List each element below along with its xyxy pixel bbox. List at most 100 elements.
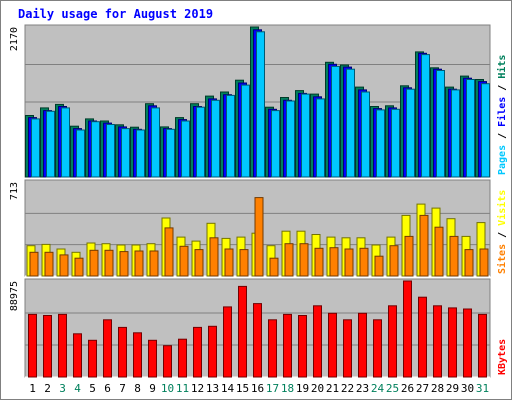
bar-sites-day-29 (449, 235, 459, 277)
bar-pages-day-30 (466, 79, 475, 178)
day-label: 6 (104, 382, 111, 395)
bar-pages-day-22 (346, 68, 355, 178)
bar-pages-day-24 (376, 109, 385, 178)
bar-kbytes-day-14 (223, 306, 232, 378)
bar-kbytes-day-21 (328, 312, 337, 378)
axis-max-label: 713 (9, 182, 20, 200)
bar-pages-day-29 (451, 89, 460, 178)
bar-sites-day-22 (344, 248, 354, 277)
legend-item-hits: Hits (496, 55, 508, 79)
axis-max-label: 2170 (9, 27, 20, 51)
bar-sites-day-8 (134, 250, 144, 277)
day-label: 26 (401, 382, 414, 395)
bar-pages-day-17 (271, 110, 280, 178)
bar-pages-day-31 (481, 83, 490, 178)
bar-kbytes-day-10 (163, 345, 172, 378)
day-label: 31 (476, 382, 489, 395)
bar-kbytes-day-11 (178, 338, 187, 378)
bar-pages-day-28 (436, 70, 445, 178)
day-label: 22 (341, 382, 354, 395)
bar-pages-day-21 (331, 65, 340, 178)
day-label: 2 (44, 382, 51, 395)
bar-kbytes-day-20 (313, 305, 322, 378)
bar-sites-day-16 (254, 197, 264, 277)
bar-kbytes-day-30 (463, 308, 472, 378)
day-label: 18 (281, 382, 294, 395)
day-label: 8 (134, 382, 141, 395)
bar-pages-day-12 (196, 106, 205, 178)
chart-title: Daily usage for August 2019 (18, 7, 213, 21)
bar-pages-day-7 (121, 128, 130, 178)
bar-pages-day-15 (241, 84, 250, 178)
legend-kbytes: KBytes (497, 339, 508, 375)
bar-sites-day-25 (389, 245, 399, 277)
bar-sites-day-9 (149, 250, 159, 277)
bar-kbytes-day-23 (358, 312, 367, 378)
bar-sites-day-3 (59, 254, 69, 277)
day-label: 30 (461, 382, 474, 395)
bar-pages-day-3 (61, 107, 70, 178)
bar-kbytes-day-2 (43, 315, 52, 378)
bar-kbytes-day-26 (403, 280, 412, 378)
bar-sites-day-11 (179, 245, 189, 277)
panel-kbytes: 88975 KBytes (9, 278, 508, 378)
bar-pages-day-26 (406, 88, 415, 178)
day-label: 13 (206, 382, 219, 395)
bar-sites-day-28 (434, 226, 444, 277)
day-label: 29 (446, 382, 459, 395)
bar-kbytes-day-17 (268, 319, 277, 378)
bar-kbytes-day-31 (478, 313, 487, 378)
bar-sites-day-2 (44, 251, 54, 277)
bar-kbytes-day-8 (133, 332, 142, 378)
legend-item-kbytes: KBytes (497, 339, 508, 375)
bar-kbytes-day-24 (373, 319, 382, 378)
bar-sites-day-15 (239, 249, 249, 277)
day-label: 3 (59, 382, 66, 395)
bar-sites-day-6 (104, 249, 114, 277)
day-label: 23 (356, 382, 369, 395)
bar-kbytes-day-13 (208, 325, 217, 378)
bar-kbytes-day-12 (193, 326, 202, 378)
day-label: 10 (161, 382, 174, 395)
bar-pages-day-8 (136, 129, 145, 178)
axis-max-label: 88975 (9, 281, 20, 311)
bar-pages-day-1 (31, 118, 40, 178)
bar-pages-day-5 (91, 121, 100, 178)
day-label: 28 (431, 382, 444, 395)
bar-pages-day-19 (301, 93, 310, 178)
bar-sites-day-20 (314, 247, 324, 277)
bar-sites-day-23 (359, 247, 369, 277)
bar-sites-day-30 (464, 249, 474, 277)
bar-sites-day-26 (404, 235, 414, 277)
bar-sites-day-31 (479, 248, 489, 277)
bar-kbytes-day-29 (448, 307, 457, 378)
bar-sites-day-1 (29, 251, 39, 277)
day-label: 25 (386, 382, 399, 395)
day-label: 11 (176, 382, 189, 395)
bar-kbytes-day-15 (238, 285, 247, 378)
bar-sites-day-17 (269, 257, 279, 277)
day-label: 21 (326, 382, 339, 395)
bar-sites-day-14 (224, 248, 234, 277)
bar-sites-day-10 (164, 227, 174, 277)
bar-sites-day-12 (194, 249, 204, 277)
legend-item-visits: Visits (496, 190, 508, 226)
bar-sites-day-4 (74, 257, 84, 277)
bar-kbytes-day-7 (118, 326, 127, 378)
bar-pages-day-14 (226, 94, 235, 178)
bar-sites-day-5 (89, 249, 99, 277)
bar-sites-day-21 (329, 247, 339, 277)
bar-sites-day-19 (299, 243, 309, 277)
bar-pages-day-4 (76, 129, 85, 178)
day-label: 9 (149, 382, 156, 395)
bar-pages-day-10 (166, 128, 175, 178)
bar-pages-day-11 (181, 120, 190, 178)
bar-kbytes-day-27 (418, 296, 427, 378)
legend-separator: / (497, 226, 508, 244)
bar-sites-day-18 (284, 243, 294, 277)
bar-pages-day-20 (316, 98, 325, 178)
day-label: 1 (29, 382, 36, 395)
bar-kbytes-day-3 (58, 313, 67, 378)
bar-kbytes-day-9 (148, 339, 157, 378)
